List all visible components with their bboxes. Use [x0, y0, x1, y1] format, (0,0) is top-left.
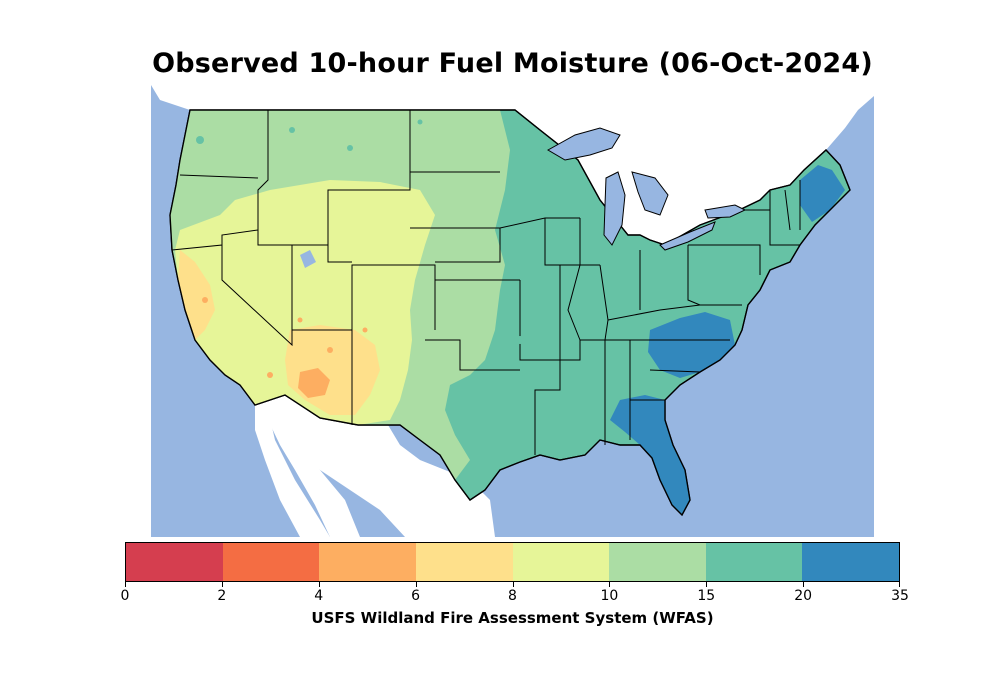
lake-erie: [659, 221, 716, 251]
colorbar-tick-mark: [415, 582, 417, 587]
colorbar-tick-label: 8: [508, 588, 517, 604]
colorbar-bin-2-4: [222, 543, 320, 581]
lake-ontario: [704, 204, 747, 219]
colorbar-tick-label: 6: [411, 588, 421, 604]
zone-8-california: [178, 250, 215, 340]
colorbar-tick-label: 15: [697, 588, 716, 604]
colorbar-bin-4-6: [319, 543, 416, 581]
colorbar-tick-label: 2: [217, 588, 227, 604]
colorbar-tick-label: 35: [891, 588, 909, 604]
colorbar: [125, 542, 900, 582]
colorbar-tick-label: 20: [794, 588, 813, 604]
map-title: Observed 10-hour Fuel Moisture (06-Oct-2…: [152, 48, 873, 79]
colorbar-bin-0-2: [126, 543, 223, 581]
lake-michigan: [603, 171, 626, 246]
mexico-land: [255, 395, 495, 537]
colorbar-tick-mark: [609, 582, 611, 587]
lake-huron: [631, 171, 669, 216]
colorbar-label: USFS Wildland Fire Assessment System (WF…: [311, 609, 714, 627]
great-salt-lake: [300, 250, 316, 268]
colorbar-bin-20-35: [802, 543, 899, 581]
lake-superior: [546, 127, 621, 161]
colorbar-tick-mark: [803, 582, 805, 587]
colorbar-tick-label: 10: [600, 588, 619, 604]
colorbar-tick-mark: [318, 582, 320, 587]
colorbar-tick-label: 0: [120, 588, 130, 604]
colorbar-bin-15-20: [705, 543, 803, 581]
baja-land: [268, 405, 360, 537]
colorbar-tick-mark: [706, 582, 708, 587]
colorbar-tick-mark: [512, 582, 514, 587]
colorbar-bin-8-10: [512, 543, 610, 581]
colorbar-ticks: 0 2 4 6 8 10 15 20 35: [121, 582, 909, 612]
colorbar-tick-mark: [899, 582, 900, 587]
colorbar-tick-label: 4: [314, 588, 324, 604]
colorbar-tick-mark: [221, 582, 223, 587]
zone-20-carolinas: [648, 312, 735, 378]
colorbar-tick-mark: [125, 582, 126, 587]
state-borders: [171, 110, 801, 455]
moisture-speckles: [196, 119, 524, 344]
colorbar-bin-6-8: [415, 543, 513, 581]
zone-6-spots: [298, 368, 330, 398]
dry-speckles: [202, 297, 368, 378]
colorbar-bin-10-15: [609, 543, 706, 581]
zone-20-maine: [800, 165, 845, 222]
canada-land: [151, 85, 874, 245]
baja-west-land: [255, 405, 330, 537]
fuel-moisture-map: [151, 85, 874, 537]
